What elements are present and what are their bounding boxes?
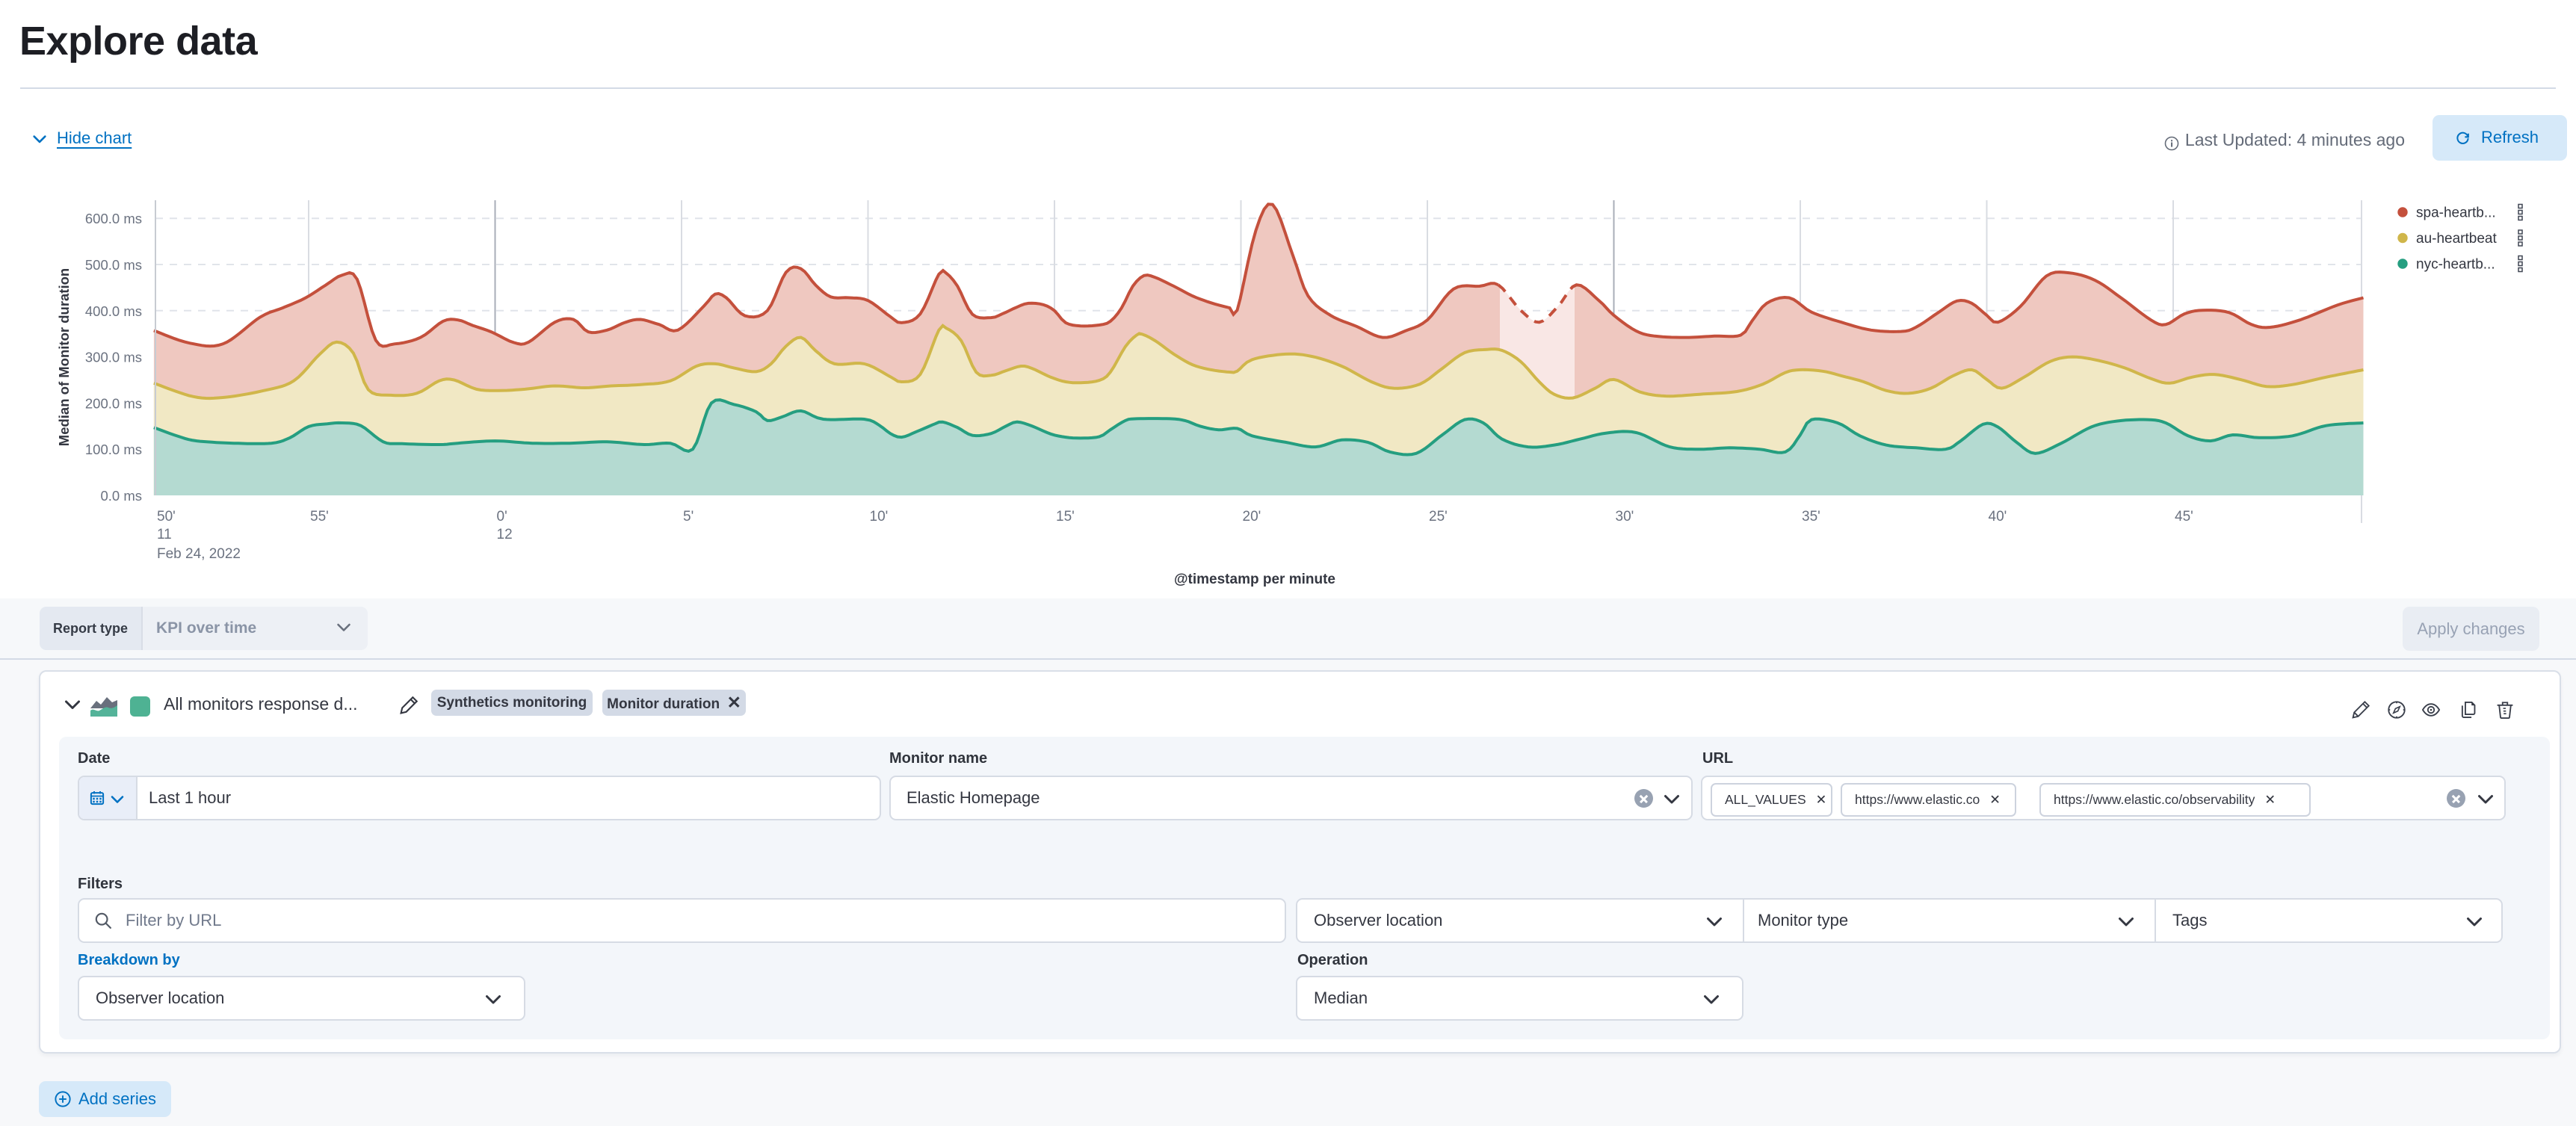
svg-text:400.0 ms: 400.0 ms — [85, 303, 142, 319]
svg-text:12: 12 — [497, 527, 513, 542]
svg-text:0': 0' — [497, 509, 507, 525]
svg-text:20': 20' — [1243, 509, 1261, 525]
svg-text:11: 11 — [157, 527, 172, 542]
svg-text:nyc-heartb...: nyc-heartb... — [2416, 257, 2495, 273]
svg-text:30': 30' — [1616, 509, 1634, 525]
svg-text:40': 40' — [1989, 509, 2007, 525]
svg-text:45': 45' — [2175, 509, 2193, 525]
svg-text:55': 55' — [310, 509, 329, 525]
svg-text:15': 15' — [1056, 509, 1075, 525]
svg-text:35': 35' — [1802, 509, 1820, 525]
svg-text:spa-heartb...: spa-heartb... — [2416, 205, 2496, 221]
svg-text:100.0 ms: 100.0 ms — [85, 442, 142, 457]
svg-text:500.0 ms: 500.0 ms — [85, 257, 142, 273]
svg-text:Feb 24, 2022: Feb 24, 2022 — [157, 546, 241, 562]
svg-text:600.0 ms: 600.0 ms — [85, 211, 142, 226]
svg-text:au-heartbeat: au-heartbeat — [2416, 231, 2497, 247]
svg-text:25': 25' — [1429, 509, 1448, 525]
svg-text:Median of Monitor duration: Median of Monitor duration — [56, 268, 72, 446]
svg-text:5': 5' — [683, 509, 694, 525]
svg-text:@timestamp per minute: @timestamp per minute — [1174, 572, 1335, 587]
svg-text:0.0 ms: 0.0 ms — [100, 488, 142, 504]
svg-text:10': 10' — [870, 509, 889, 525]
svg-text:200.0 ms: 200.0 ms — [85, 395, 142, 411]
svg-text:50': 50' — [157, 509, 176, 525]
svg-text:300.0 ms: 300.0 ms — [85, 350, 142, 365]
